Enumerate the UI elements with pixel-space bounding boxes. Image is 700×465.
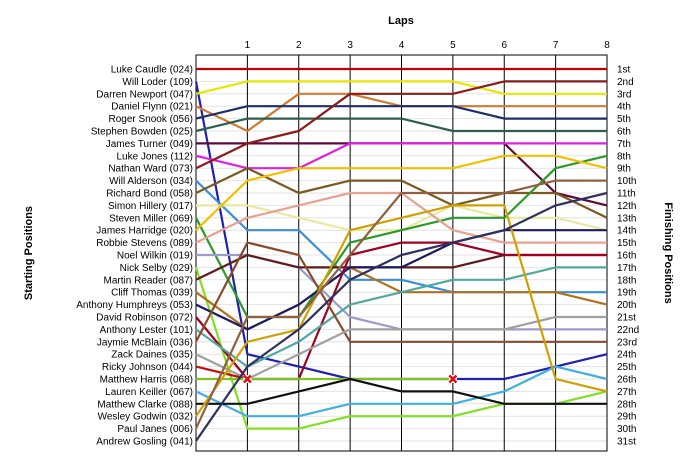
right-axis-title: Finishing Positions [662, 202, 674, 303]
series-line [195, 179, 607, 430]
starting-position-label: Roger Snook (056) [109, 114, 194, 125]
finishing-position-label: 24th [617, 350, 636, 361]
starting-position-label: Zack Daines (035) [111, 350, 193, 361]
series-line [196, 377, 607, 405]
series-line [195, 204, 608, 417]
finishing-position-label: 18th [617, 275, 636, 286]
finishing-position-label: 14th [617, 226, 636, 237]
finishing-position-label: 29th [617, 412, 636, 423]
starting-position-label: James Turner (049) [106, 139, 193, 150]
x-tick-label: 6 [501, 40, 507, 51]
starting-position-label: Luke Caudle (024) [111, 65, 193, 76]
starting-position-label: Robbie Stevens (089) [96, 238, 193, 249]
x-tick-label: 2 [296, 40, 302, 51]
finishing-position-label: 12th [617, 201, 636, 212]
x-tick-labels: 1 2 3 4 5 6 7 8 [245, 40, 611, 51]
starting-position-label: Anthony Humphreys (053) [76, 300, 193, 311]
left-axis-title: Starting Positions [23, 206, 35, 300]
starting-position-label: Andrew Gosling (041) [96, 437, 193, 448]
finishing-position-label: 19th [617, 288, 636, 299]
finishing-position-label: 23rd [617, 337, 637, 348]
x-tick-label: 3 [347, 40, 353, 51]
starting-position-label: Wesley Godwin (032) [98, 412, 193, 423]
finishing-position-label: 3rd [617, 89, 631, 100]
starting-position-label: Will Alderson (034) [109, 176, 193, 187]
series-line [195, 80, 607, 95]
series-line [195, 154, 608, 231]
starting-position-label: James Harridge (020) [96, 226, 193, 237]
series-line [195, 365, 608, 418]
retirement-marker [448, 374, 458, 384]
finishing-position-label: 16th [617, 251, 636, 262]
finishing-position-label: 31st [617, 437, 636, 448]
starting-position-label: Cliff Thomas (039) [111, 288, 193, 299]
x-tick-label: 8 [604, 40, 610, 51]
starting-position-label: Jaymie McBlain (036) [97, 337, 193, 348]
starting-position-label: Martin Reader (087) [104, 275, 193, 286]
series-line [195, 241, 607, 343]
starting-position-label: Steven Miller (069) [109, 213, 193, 224]
series-line [195, 229, 607, 331]
starting-position-label: Richard Bond (058) [106, 189, 193, 200]
finishing-position-label: 26th [617, 375, 636, 386]
series-line [195, 142, 607, 170]
starting-position-label: Will Loder (109) [122, 77, 193, 88]
starting-position-label: Luke Jones (112) [116, 151, 193, 162]
starting-position-label: David Robinson (072) [96, 313, 193, 324]
finishing-position-label: 28th [617, 399, 636, 410]
starting-position-label: Anthony Lester (101) [100, 325, 193, 336]
series-line [195, 80, 607, 170]
finishing-position-label: 8th [617, 151, 631, 162]
series-lines [194, 67, 608, 442]
starting-position-label: Nick Selby (029) [120, 263, 193, 274]
finishing-position-label: 17th [617, 263, 636, 274]
starting-position-label: Darren Newport (047) [96, 89, 193, 100]
starting-position-label: Nathan Ward (073) [108, 164, 193, 175]
finishing-position-label: 20th [617, 300, 636, 311]
series-line [195, 191, 608, 442]
starting-position-labels: Luke Caudle (024)Will Loder (109)Darren … [76, 65, 193, 448]
starting-position-label: Noel Wilkin (019) [117, 251, 193, 262]
retirement-marker [242, 374, 252, 384]
finishing-position-label: 13th [617, 213, 636, 224]
series-line [195, 266, 607, 368]
x-tick-label: 4 [399, 40, 405, 51]
starting-position-label: Matthew Clarke (088) [97, 399, 193, 410]
finishing-position-labels: 1st2nd3rd4th5th6th7th8th9th10th11th12th1… [617, 65, 639, 448]
starting-position-label: Paul Janes (006) [117, 424, 193, 435]
finishing-position-label: 6th [617, 127, 631, 138]
series-line [195, 117, 607, 133]
finishing-position-label: 4th [617, 102, 631, 113]
finishing-position-label: 7th [617, 139, 631, 150]
marker-stroke [242, 374, 252, 384]
x-tick-label: 1 [245, 40, 251, 51]
starting-position-label: Daniel Flynn (021) [111, 102, 193, 113]
finishing-position-label: 10th [617, 176, 636, 187]
marker-stroke [448, 374, 458, 384]
starting-position-label: Stephen Bowden (025) [91, 127, 193, 138]
series-line [195, 105, 607, 120]
finishing-position-label: 21st [617, 313, 636, 324]
finishing-position-label: 30th [617, 424, 636, 435]
x-axis-title: Laps [388, 15, 414, 27]
x-tick-label: 5 [450, 40, 456, 51]
finishing-position-label: 25th [617, 362, 636, 373]
x-tick-label: 7 [553, 40, 559, 51]
finishing-position-label: 11th [617, 189, 636, 200]
starting-position-label: Ricky Johnson (044) [102, 362, 193, 373]
starting-position-label: Matthew Harris (068) [100, 375, 193, 386]
finishing-position-label: 22nd [617, 325, 639, 336]
finishing-position-label: 1st [617, 65, 631, 76]
starting-position-label: Simon Hillery (017) [108, 201, 193, 212]
finishing-position-label: 15th [617, 238, 636, 249]
finishing-position-label: 5th [617, 114, 631, 125]
finishing-position-label: 2nd [617, 77, 634, 88]
finishing-position-label: 27th [617, 387, 636, 398]
retirement-markers [242, 374, 458, 384]
starting-position-label: Lauren Keiller (067) [105, 387, 193, 398]
finishing-position-label: 9th [617, 164, 631, 175]
